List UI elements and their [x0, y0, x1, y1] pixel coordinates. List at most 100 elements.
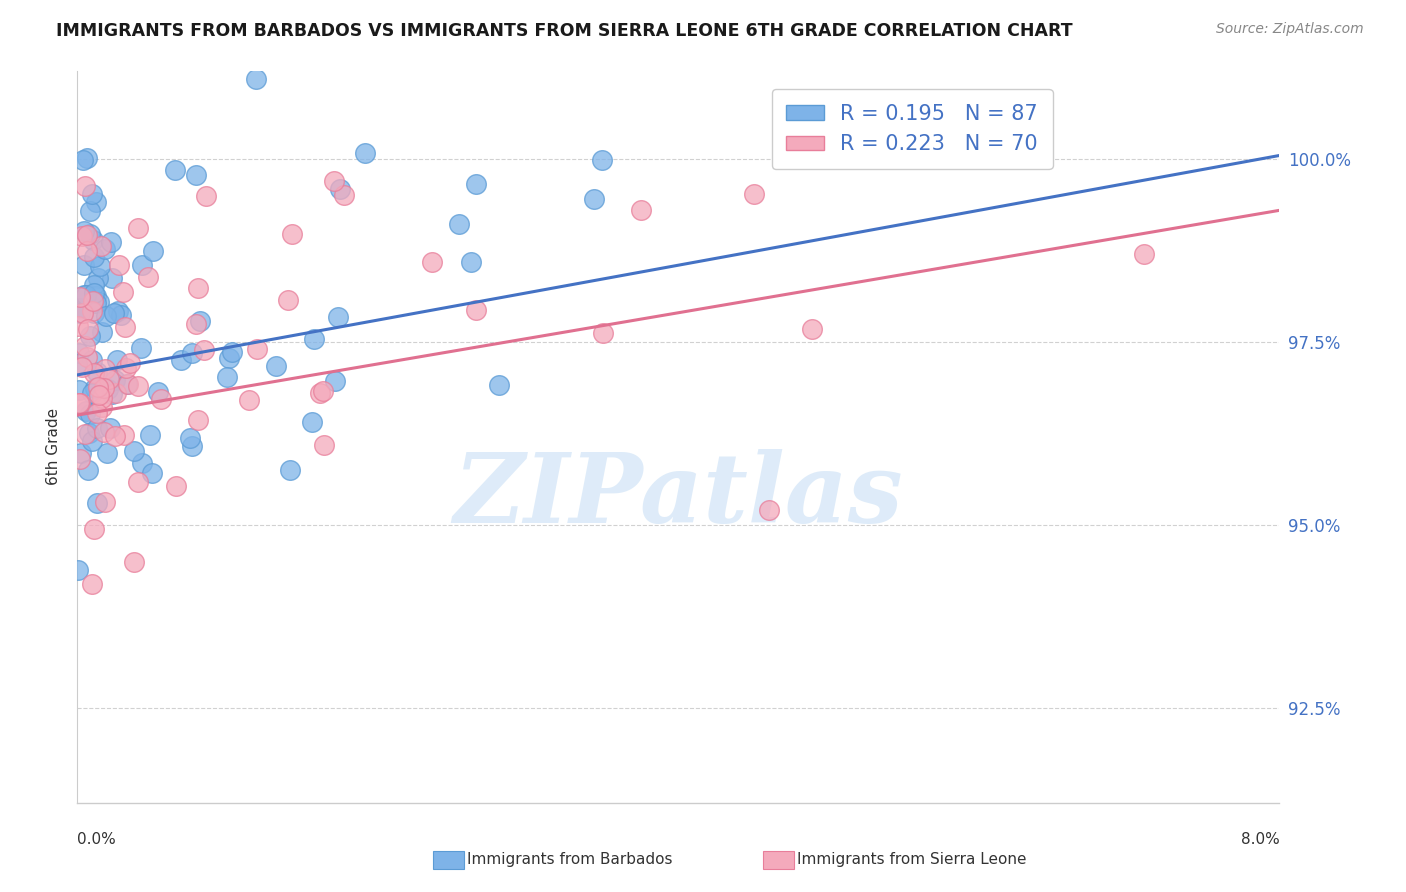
- Point: [84, 195, 107, 210]
- Point: [94, 495, 117, 509]
- Point: [104, 373, 127, 387]
- Point: [82, 293, 104, 308]
- Point: [181, 346, 204, 360]
- Point: [86, 406, 108, 420]
- Point: [96, 445, 118, 459]
- Point: [76, 244, 98, 259]
- Point: [488, 377, 510, 392]
- Point: [76, 151, 98, 165]
- Point: [86, 496, 108, 510]
- Point: [97, 382, 120, 396]
- Point: [75, 403, 97, 417]
- Point: [112, 428, 135, 442]
- Point: [83, 381, 105, 395]
- Point: [93, 243, 115, 257]
- Point: [131, 456, 153, 470]
- Point: [266, 359, 288, 374]
- Point: [141, 466, 163, 480]
- Point: [79, 227, 101, 241]
- Point: [67, 383, 90, 397]
- Point: [96, 310, 118, 324]
- Point: [82, 434, 104, 448]
- Point: [186, 317, 208, 331]
- Point: [100, 387, 122, 401]
- Point: [181, 439, 204, 453]
- Text: Immigrants from Sierra Leone: Immigrants from Sierra Leone: [797, 853, 1026, 867]
- Point: [630, 202, 652, 217]
- Point: [277, 293, 299, 308]
- Point: [69, 290, 91, 304]
- Point: [105, 386, 128, 401]
- Point: [83, 278, 105, 293]
- Point: [187, 413, 209, 427]
- Point: [325, 374, 347, 388]
- Point: [82, 304, 104, 318]
- Point: [127, 221, 149, 235]
- Point: [742, 186, 765, 201]
- Point: [82, 352, 104, 367]
- Point: [90, 400, 112, 414]
- Point: [87, 379, 110, 393]
- Point: [179, 431, 201, 445]
- Point: [127, 379, 149, 393]
- Point: [117, 377, 139, 392]
- Point: [165, 163, 187, 178]
- Point: [138, 269, 160, 284]
- Point: [148, 384, 170, 399]
- Point: [464, 303, 486, 318]
- Point: [75, 339, 97, 353]
- Point: [122, 555, 145, 569]
- Point: [215, 369, 238, 384]
- Point: [169, 353, 191, 368]
- Point: [464, 177, 486, 191]
- Point: [281, 227, 304, 241]
- Point: [67, 319, 90, 334]
- Point: [79, 203, 101, 218]
- Point: [187, 281, 209, 295]
- Point: [127, 475, 149, 489]
- Point: [110, 308, 132, 322]
- Point: [93, 362, 115, 376]
- Point: [104, 429, 127, 443]
- Point: [73, 179, 96, 194]
- Point: [591, 153, 613, 167]
- Point: [87, 271, 110, 285]
- Point: [80, 386, 103, 401]
- Point: [103, 306, 125, 320]
- Point: [82, 233, 104, 247]
- Text: ZIPatlas: ZIPatlas: [454, 449, 903, 542]
- Point: [75, 288, 97, 302]
- Point: [193, 343, 215, 357]
- Point: [69, 396, 91, 410]
- Point: [70, 446, 93, 460]
- Point: [582, 192, 605, 206]
- Point: [131, 258, 153, 272]
- Point: [115, 360, 138, 375]
- Point: [90, 392, 112, 406]
- Point: [72, 288, 94, 302]
- Point: [114, 319, 136, 334]
- Point: [100, 235, 122, 249]
- Point: [108, 258, 131, 272]
- Point: [70, 360, 93, 375]
- Point: [938, 116, 960, 130]
- Point: [76, 351, 98, 365]
- Point: [72, 305, 94, 319]
- Point: [150, 392, 173, 406]
- Point: [165, 479, 187, 493]
- Point: [67, 396, 90, 410]
- Point: [87, 295, 110, 310]
- Point: [246, 342, 269, 356]
- Point: [112, 285, 135, 299]
- Point: [1133, 247, 1156, 261]
- Point: [323, 174, 346, 188]
- Point: [83, 306, 105, 320]
- Point: [69, 306, 91, 320]
- Point: [83, 250, 105, 264]
- Point: [326, 310, 349, 324]
- Point: [447, 217, 470, 231]
- Point: [69, 452, 91, 467]
- Point: [84, 288, 107, 302]
- Point: [83, 285, 105, 300]
- Point: [312, 384, 335, 398]
